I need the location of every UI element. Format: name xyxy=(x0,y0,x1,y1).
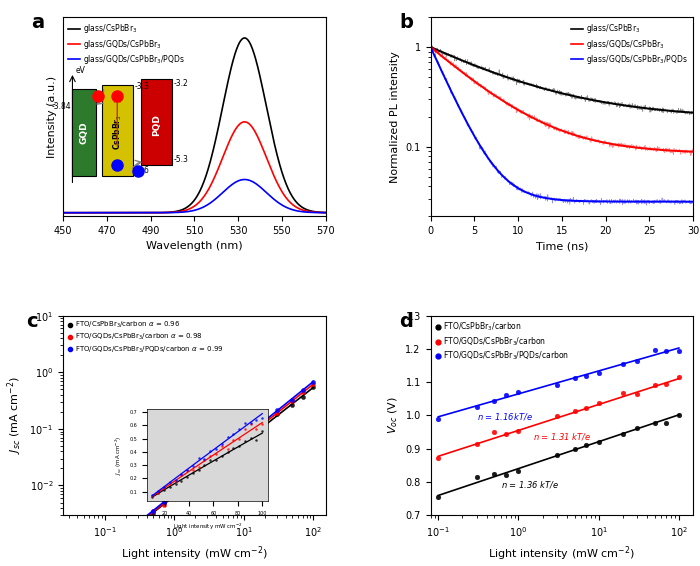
Legend: FTO/CsPbBr$_3$/carbon $\alpha$ = 0.96, FTO/GQDs/CsPbBr$_3$/carbon $\alpha$ = 0.9: FTO/CsPbBr$_3$/carbon $\alpha$ = 0.96, F… xyxy=(66,319,224,355)
Text: b: b xyxy=(399,13,413,32)
Text: $n$ = 1.36 kT/e: $n$ = 1.36 kT/e xyxy=(500,479,559,490)
Text: $n$ = 1.16kT/e: $n$ = 1.16kT/e xyxy=(477,410,533,422)
Legend: glass/CsPbBr$_3$, glass/GQDs/CsPbBr$_3$, glass/GQDs/CsPbBr$_3$/PQDs: glass/CsPbBr$_3$, glass/GQDs/CsPbBr$_3$,… xyxy=(570,21,690,67)
Y-axis label: Intensity (a.u.): Intensity (a.u.) xyxy=(48,75,57,158)
X-axis label: Wavelength (nm): Wavelength (nm) xyxy=(146,242,243,251)
Y-axis label: Normalized PL intensity: Normalized PL intensity xyxy=(390,51,400,182)
Y-axis label: $V_{oc}$ (V): $V_{oc}$ (V) xyxy=(386,397,400,434)
Text: $n$ = 1.31 kT/e: $n$ = 1.31 kT/e xyxy=(533,431,591,441)
Legend: glass/CsPbBr$_3$, glass/GQDs/CsPbBr$_3$, glass/GQDs/CsPbBr$_3$/PQDs: glass/CsPbBr$_3$, glass/GQDs/CsPbBr$_3$,… xyxy=(66,21,186,67)
X-axis label: Time (ns): Time (ns) xyxy=(536,242,588,251)
X-axis label: Light intensity (mW cm$^{-2}$): Light intensity (mW cm$^{-2}$) xyxy=(488,544,636,563)
Text: d: d xyxy=(399,312,413,331)
Legend: FTO/CsPbBr$_3$/carbon, FTO/GQDs/CsPbBr$_3$/carbon, FTO/GQDs/CsPbBr$_3$/PQDs/carb: FTO/CsPbBr$_3$/carbon, FTO/GQDs/CsPbBr$_… xyxy=(434,320,570,363)
Text: a: a xyxy=(32,13,45,32)
Y-axis label: $J_{sc}$ (mA cm$^{-2}$): $J_{sc}$ (mA cm$^{-2}$) xyxy=(6,376,24,454)
Text: c: c xyxy=(27,312,38,331)
X-axis label: Light intensity (mW cm$^{-2}$): Light intensity (mW cm$^{-2}$) xyxy=(120,544,268,563)
